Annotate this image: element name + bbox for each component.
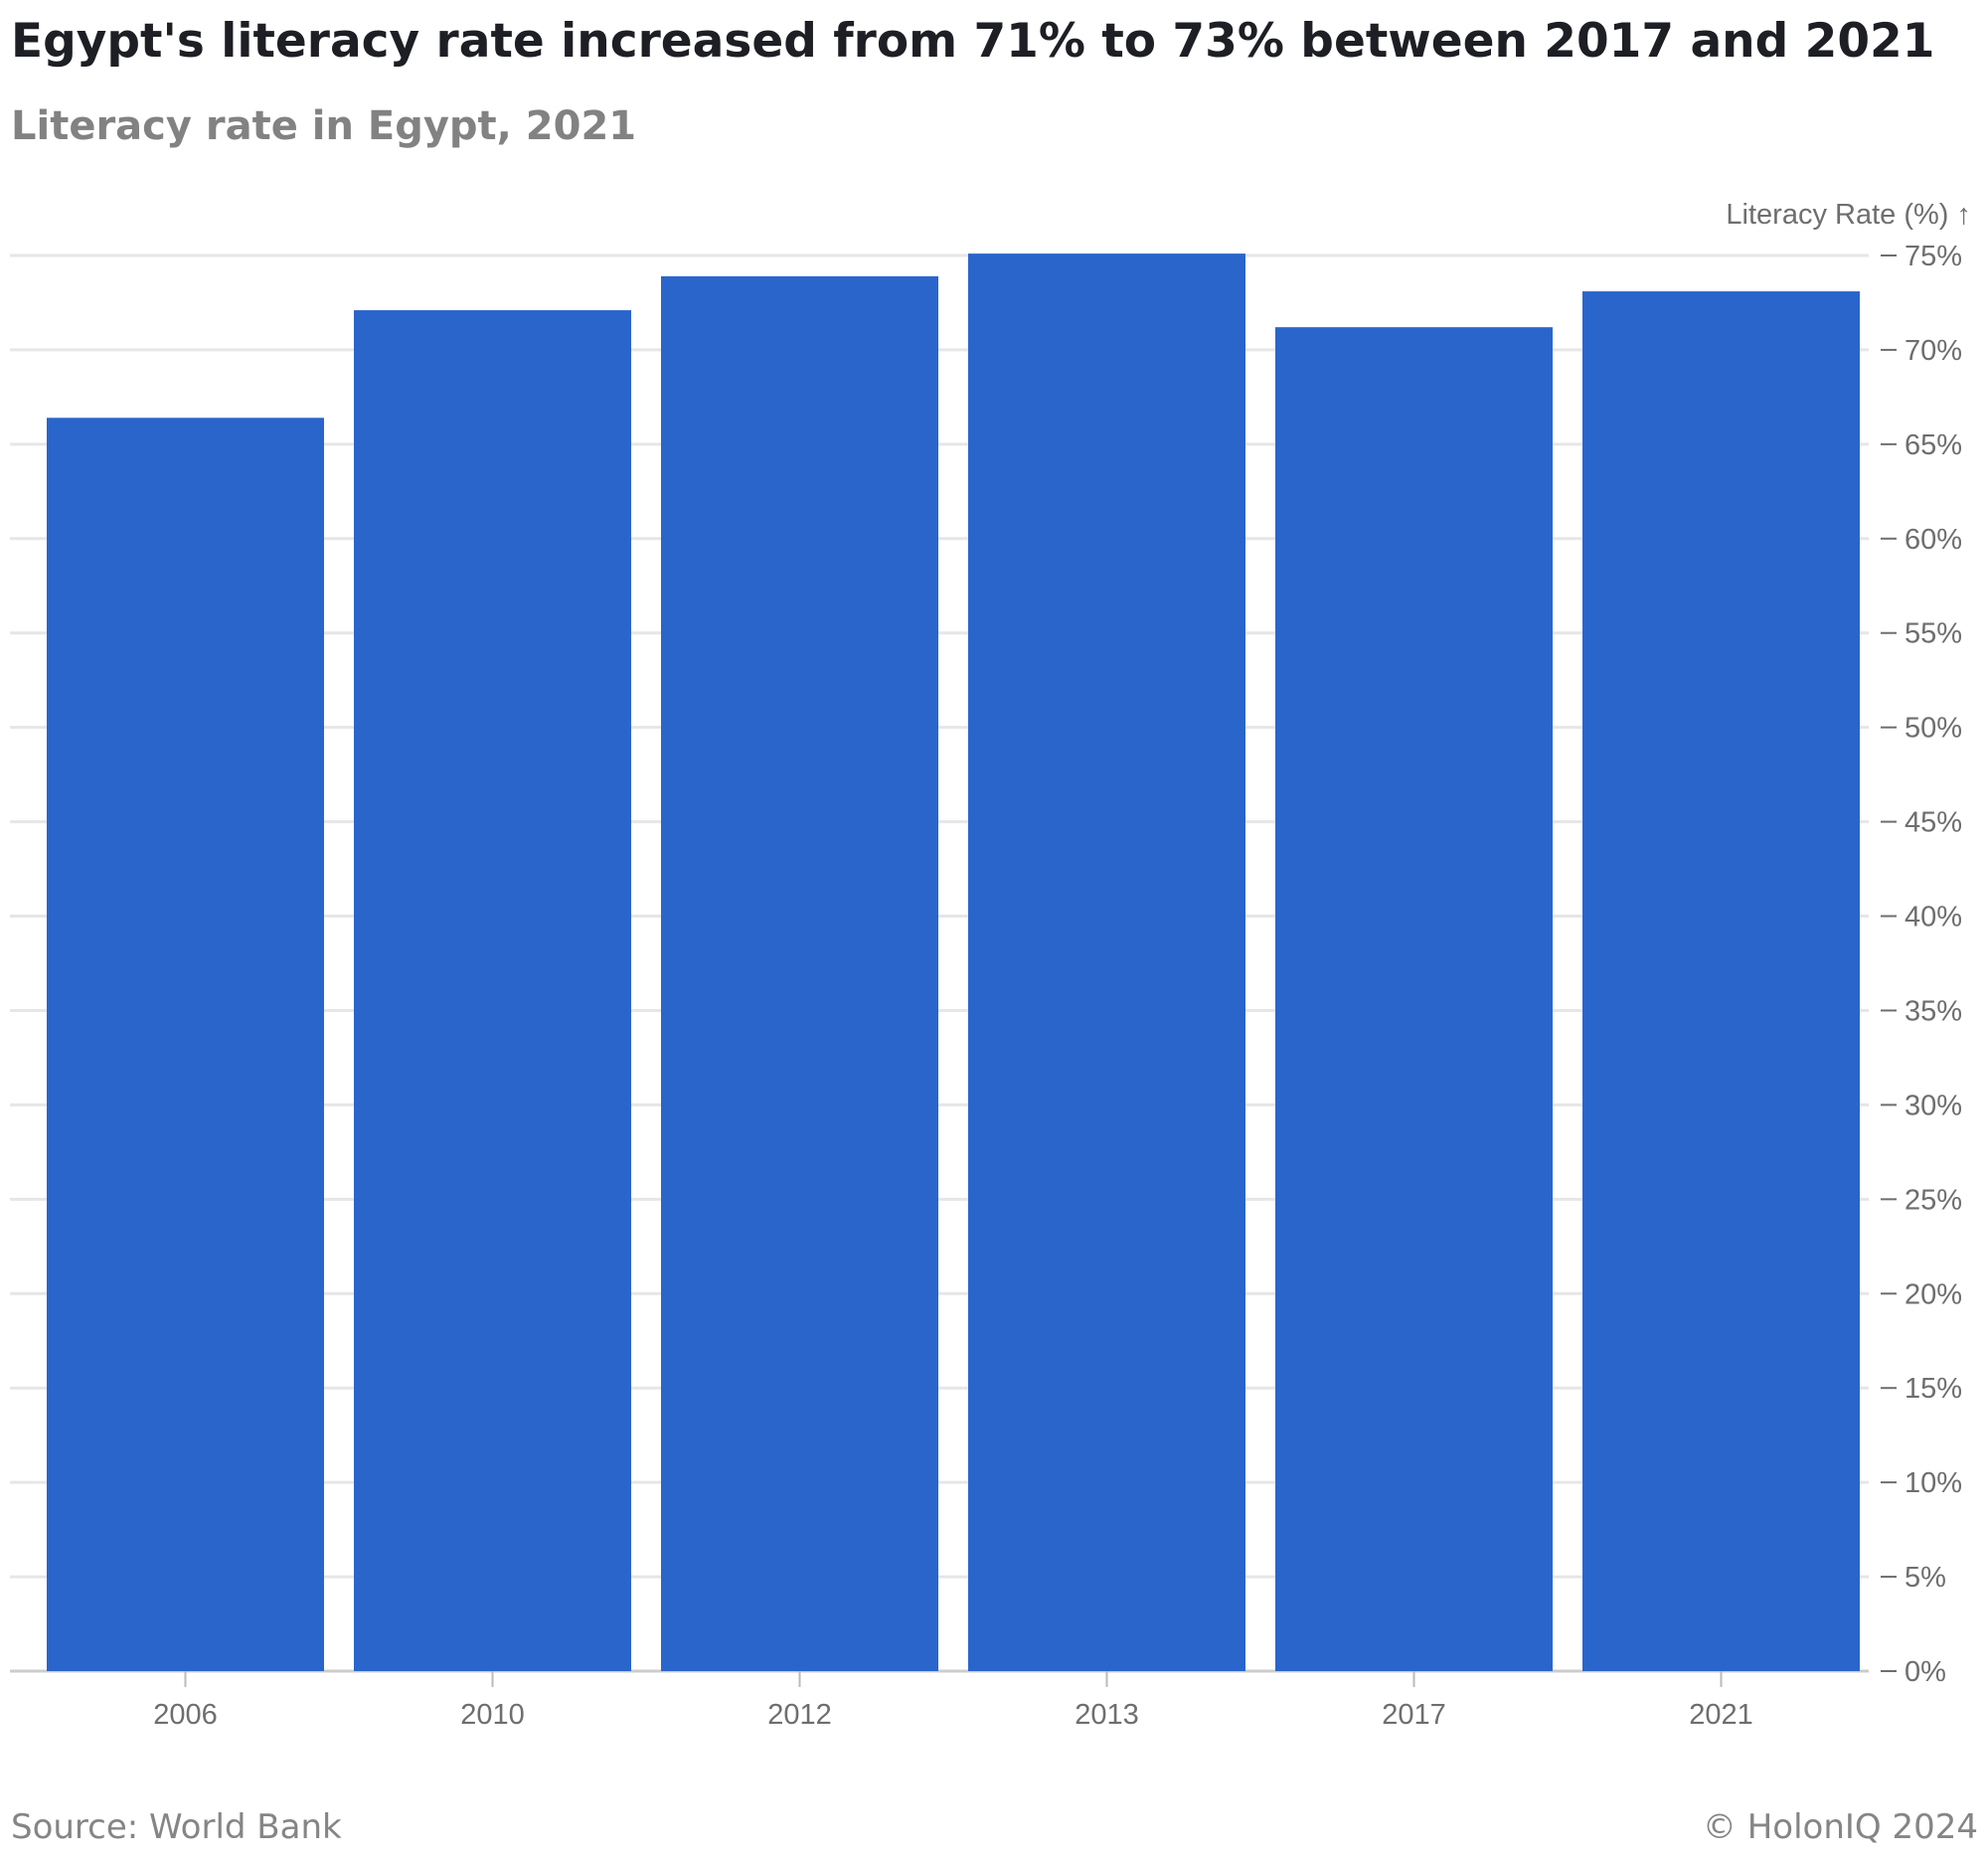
y-tick-label: 20%: [1905, 1278, 1962, 1310]
chart-title: Egypt's literacy rate increased from 71%…: [11, 14, 1935, 69]
y-tick-label: 35%: [1905, 995, 1962, 1027]
y-tick-label: 75%: [1905, 241, 1962, 272]
x-axis: 2006 2010 2012 2013 2017 2021: [153, 1671, 1753, 1731]
copyright-note: © HolonIQ 2024: [1702, 1807, 1978, 1847]
y-tick-label: 40%: [1905, 902, 1962, 933]
x-tick-label: 2017: [1382, 1699, 1446, 1731]
y-tick-label: 5%: [1905, 1562, 1946, 1594]
bar-2006: [47, 418, 324, 1671]
y-tick-label: 15%: [1905, 1373, 1962, 1405]
chart-subtitle: Literacy rate in Egypt, 2021: [11, 103, 637, 149]
y-tick-label: 55%: [1905, 618, 1962, 650]
x-tick-label: 2010: [460, 1699, 525, 1731]
bar-2012: [661, 275, 938, 1671]
y-axis-label: Literacy Rate (%) ↑: [1726, 199, 1971, 231]
bar-2013: [968, 254, 1245, 1672]
x-tick-label: 2012: [767, 1699, 832, 1731]
y-tick-label: 10%: [1905, 1467, 1962, 1499]
y-tick-label: 50%: [1905, 713, 1962, 745]
y-tick-label: 60%: [1905, 524, 1962, 556]
y-tick-label: 0%: [1905, 1656, 1946, 1688]
source-note: Source: World Bank: [11, 1807, 342, 1847]
y-tick-label: 30%: [1905, 1090, 1962, 1121]
x-tick-label: 2013: [1075, 1699, 1139, 1731]
y-tick-label: 25%: [1905, 1184, 1962, 1216]
y-tick-label: 70%: [1905, 335, 1962, 367]
bar-2010: [354, 310, 631, 1672]
x-tick-label: 2006: [153, 1699, 218, 1731]
y-tick-label: 65%: [1905, 429, 1962, 461]
y-tick-label: 45%: [1905, 807, 1962, 839]
x-tick-label: 2021: [1689, 1699, 1753, 1731]
bars: [47, 254, 1860, 1672]
bar-2021: [1582, 291, 1860, 1671]
y-axis: 0% 5% 10% 15% 20% 25% 30% 35% 40% 45% 50% 55% 60% 65%…: [1881, 241, 1962, 1688]
bar-2017: [1275, 327, 1553, 1672]
